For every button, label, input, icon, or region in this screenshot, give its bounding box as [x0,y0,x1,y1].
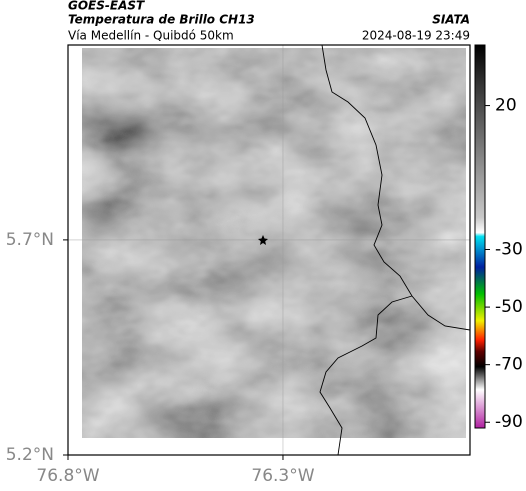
border-line [319,295,413,455]
x-tick-label: 76.8°W [36,466,99,486]
colorbar-tick-label: -30 [495,240,523,260]
x-tick-label: 76.3°W [251,466,314,486]
colorbar-ticks: 20 -30 -50 -70 -90 [485,96,523,432]
colorbar-tick-label: -70 [495,355,523,375]
colorbar-tick-label: -50 [495,297,523,317]
route: Vía Medellín - Quibdó 50km [68,29,234,43]
subtitle: Temperatura de Brillo CH13 [68,13,255,27]
map-frame [67,44,471,456]
source: SIATA [432,13,470,27]
colorbar [474,44,486,429]
y-tick-label: 5.2°N [6,445,54,465]
location-marker [258,235,268,245]
y-tick-label: 5.7°N [6,230,54,250]
brightness-image [82,48,466,438]
grid [68,45,470,455]
colorbar-tick-label: -90 [495,412,523,432]
title: GOES-EAST [68,0,145,13]
axes: 76.8°W 76.3°W 5.2°N 5.7°N [6,230,315,486]
colorbar-tick-label: 20 [495,96,517,116]
border-line [321,45,470,331]
timestamp: 2024-08-19 23:49 [362,29,470,43]
